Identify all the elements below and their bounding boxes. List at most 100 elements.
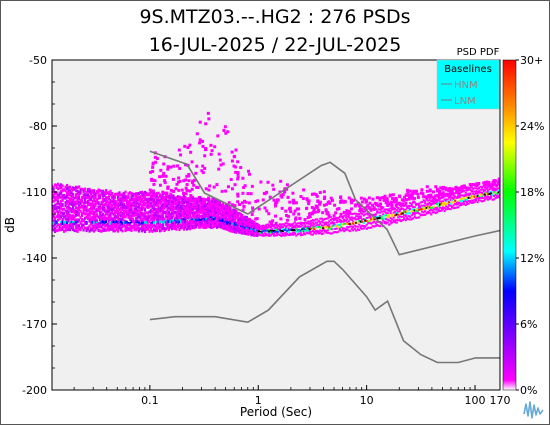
density-cell [233, 230, 236, 234]
density-cell [103, 223, 106, 227]
density-cell [497, 194, 500, 197]
density-cell [344, 216, 347, 219]
density-outlier [177, 188, 181, 192]
density-cell [89, 206, 93, 210]
density-cell [445, 208, 448, 211]
density-cell [176, 212, 180, 216]
density-cell [238, 223, 241, 227]
density-outlier [169, 165, 173, 169]
density-cell [370, 218, 373, 221]
density-cell [205, 225, 208, 229]
density-outlier [259, 180, 263, 184]
density-outlier [288, 200, 292, 204]
density-cell [283, 224, 286, 227]
density-cell [145, 225, 148, 229]
density-cell [103, 209, 106, 213]
density-cell [146, 220, 150, 224]
density-cell [487, 195, 490, 198]
density-outlier [364, 198, 368, 202]
density-cell [92, 213, 96, 217]
density-cell [386, 209, 389, 212]
density-cell [197, 221, 201, 225]
density-outlier [203, 148, 207, 152]
density-cell [388, 223, 391, 226]
density-outlier [274, 200, 278, 204]
density-outlier [371, 203, 375, 207]
density-cell [140, 220, 144, 224]
density-cell [490, 195, 493, 198]
density-cell [347, 229, 350, 232]
density-cell [178, 209, 181, 213]
density-cell [146, 205, 150, 209]
density-cell [479, 191, 482, 194]
density-outlier [161, 190, 165, 194]
density-cell [248, 226, 251, 230]
density-outlier [298, 216, 302, 220]
density-cell [208, 202, 211, 206]
density-cell [97, 209, 100, 213]
density-cell [359, 216, 362, 219]
density-cell [71, 210, 75, 214]
density-cell [79, 216, 82, 220]
density-cell [305, 231, 308, 234]
density-outlier [412, 200, 416, 204]
density-cell [130, 194, 133, 198]
density-cell [92, 220, 96, 224]
density-cell [415, 216, 418, 219]
density-cell [151, 225, 154, 229]
density-cell [397, 216, 400, 219]
density-cell [103, 199, 106, 203]
density-cell [370, 222, 373, 225]
density-cell [124, 224, 127, 228]
density-cell [169, 200, 172, 204]
density-outlier [345, 211, 349, 215]
density-cell [182, 197, 186, 201]
density-cell [307, 232, 310, 235]
density-cell [61, 225, 64, 229]
density-cell [421, 208, 424, 211]
density-cell [82, 228, 85, 232]
density-cell [139, 206, 142, 210]
density-cell [208, 225, 211, 229]
density-cell [187, 204, 190, 208]
density-cell [494, 184, 497, 187]
density-cell [326, 217, 329, 220]
density-cell [140, 193, 144, 197]
density-cell [383, 220, 386, 223]
density-cell [55, 207, 58, 211]
density-cell [427, 199, 430, 202]
density-cell [355, 229, 358, 232]
density-cell [484, 186, 487, 189]
density-cell [100, 192, 103, 196]
density-cell [134, 228, 138, 232]
density-cell [94, 201, 97, 205]
density-cell [313, 219, 316, 222]
density-cell [226, 221, 229, 225]
density-outlier [312, 207, 316, 211]
density-cell [143, 193, 147, 197]
density-cell [122, 203, 126, 207]
density-cell [308, 222, 311, 225]
density-cell [187, 226, 190, 230]
density-cell [203, 220, 207, 224]
density-cell [193, 215, 196, 219]
density-cell [428, 211, 431, 214]
density-cell [175, 207, 178, 211]
density-outlier [381, 196, 385, 200]
density-cell [314, 225, 317, 228]
density-cell [491, 193, 494, 196]
density-cell [164, 204, 168, 208]
density-outlier [420, 188, 424, 192]
density-cell [92, 225, 96, 229]
density-outlier [416, 195, 420, 199]
density-cell [118, 213, 121, 217]
density-cell [412, 206, 415, 209]
density-cell [397, 213, 400, 216]
density-cell [109, 199, 112, 203]
density-cell [340, 220, 343, 223]
density-cell [206, 211, 210, 215]
density-cell [157, 221, 160, 225]
density-cell [464, 200, 467, 203]
density-cell [232, 229, 235, 233]
density-cell [428, 205, 431, 208]
